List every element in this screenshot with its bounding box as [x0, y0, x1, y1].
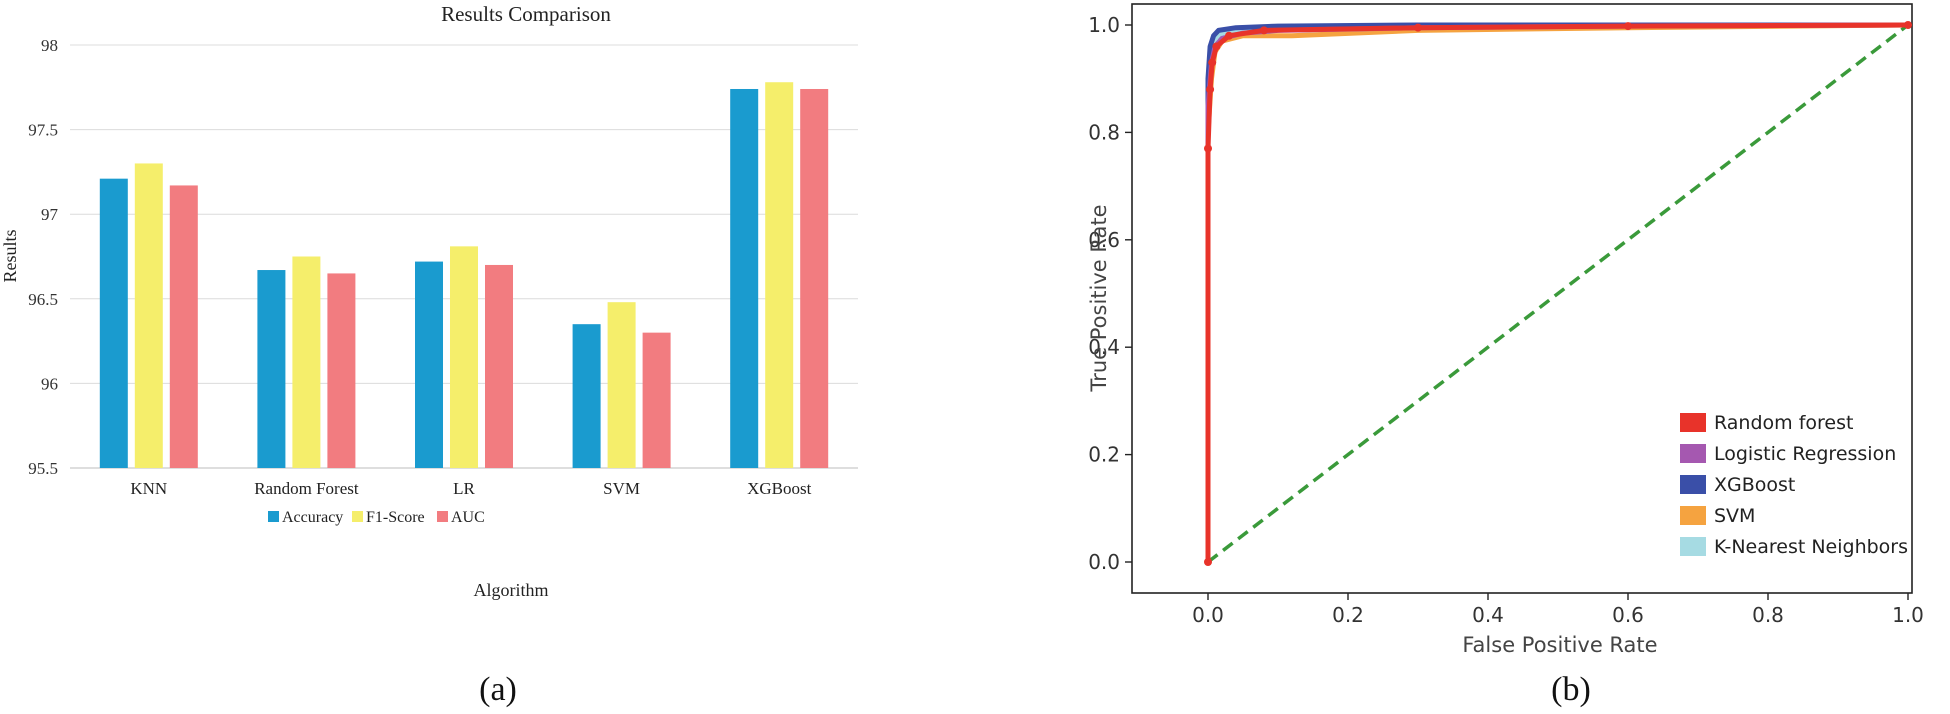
- roc-point-random-forest: [1212, 42, 1221, 51]
- x-tick-label: 0.0: [1192, 603, 1224, 627]
- roc-curve-random-forest: [1205, 22, 1911, 565]
- y-tick-label: 95.5: [28, 459, 58, 478]
- bar-knn-accuracy: [99, 178, 128, 468]
- roc-legend-label-logistic-regression: Logistic Regression: [1714, 443, 1896, 465]
- x-tick-label: 0.4: [1472, 603, 1504, 627]
- roc-legend-label-k-nearest-neighbors: K-Nearest Neighbors: [1714, 536, 1908, 558]
- y-tick-label: 97: [41, 205, 59, 224]
- roc-chart-panel: 0.0 0.2 0.4 0.6 0.8 1.0 0.0 0.2 0.4 0.6 0.8 1.0 Ra…: [1087, 3, 1924, 708]
- roc-legend-swatch-svm: [1680, 506, 1706, 525]
- bar-random-forest-auc: [327, 273, 356, 468]
- x-tick-label-random-forest: Random Forest: [254, 479, 359, 498]
- x-tick-label: 1.0: [1892, 603, 1924, 627]
- roc-legend-swatch-xgboost: [1680, 475, 1706, 494]
- bar-chart-x-ticks: KNN Random Forest LR SVM XGBoost: [130, 479, 811, 498]
- bar-random-forest-accuracy: [257, 270, 286, 468]
- x-tick-label-xgboost: XGBoost: [747, 479, 812, 498]
- roc-legend-swatch-logistic-regression: [1680, 444, 1706, 463]
- bar-knn-f1-score: [134, 163, 163, 468]
- roc-curves: [1204, 21, 1912, 566]
- x-tick-label: 0.8: [1752, 603, 1784, 627]
- roc-point-random-forest: [1225, 31, 1233, 40]
- bar-random-forest-f1-score: [292, 256, 321, 468]
- bar-chart-y-ticks: 95.5 96 96.5 97 97.5 98: [28, 36, 58, 478]
- bar-svm-accuracy: [572, 324, 601, 468]
- bar-chart-legend: Accuracy F1-Score AUC: [268, 509, 485, 526]
- bar-lr-f1-score: [450, 246, 478, 468]
- roc-plot-frame: [1131, 3, 1913, 594]
- bar-chart-x-axis-label: Algorithm: [474, 580, 549, 600]
- y-tick-label: 0.2: [1088, 443, 1120, 467]
- roc-legend-label-svm: SVM: [1714, 505, 1755, 527]
- y-tick-label: 96.5: [28, 290, 58, 309]
- roc-point-random-forest: [1204, 144, 1212, 153]
- y-tick-label: 0.0: [1088, 550, 1120, 574]
- x-tick-label: 0.6: [1612, 603, 1644, 627]
- x-tick-label-knn: KNN: [130, 479, 167, 498]
- bar-chart-panel: Results Comparison 95.5 96 96.5 97 97.5 98 KN…: [0, 2, 858, 708]
- y-tick-label: 0.6: [1088, 228, 1120, 252]
- roc-point-random-forest: [1624, 22, 1632, 31]
- panel-label-b: (b): [1551, 671, 1591, 708]
- roc-point-random-forest: [1260, 26, 1268, 35]
- x-tick-label-svm: SVM: [603, 479, 640, 498]
- y-tick-label: 1.0: [1088, 13, 1120, 37]
- bar-svm-auc: [642, 332, 671, 468]
- roc-legend-label-xgboost: XGBoost: [1714, 474, 1795, 496]
- roc-y-axis-label: True Positive Rate: [1087, 204, 1111, 392]
- bar-lr-accuracy: [415, 261, 443, 468]
- y-tick-label: 0.8: [1088, 120, 1120, 144]
- roc-point-random-forest: [1206, 85, 1215, 94]
- roc-point-random-forest: [1208, 58, 1217, 67]
- legend-label-f1-score: F1-Score: [366, 509, 425, 526]
- roc-legend-swatch-k-nearest-neighbors: [1680, 537, 1706, 556]
- reference-diagonal-line: [1206, 23, 1910, 564]
- y-tick-label: 97.5: [28, 121, 58, 140]
- bar-chart-bars: [99, 82, 829, 468]
- legend-swatch-f1-score: [352, 511, 363, 522]
- legend-swatch-accuracy: [268, 511, 279, 522]
- legend-swatch-auc: [437, 511, 448, 522]
- y-tick-label: 96: [41, 374, 58, 393]
- roc-legend: Random forest Logistic Regression XGBoost S…: [1680, 412, 1908, 558]
- roc-point-random-forest: [1414, 23, 1422, 32]
- roc-reference-line: [1206, 23, 1910, 564]
- y-tick-label: 98: [41, 36, 58, 55]
- bar-chart-title: Results Comparison: [441, 2, 611, 26]
- roc-legend-label-random-forest: Random forest: [1714, 412, 1853, 434]
- roc-x-ticks: 0.0 0.2 0.4 0.6 0.8 1.0: [1192, 593, 1924, 627]
- bar-xgboost-f1-score: [765, 82, 794, 468]
- roc-y-ticks: 0.0 0.2 0.4 0.6 0.8 1.0: [1088, 13, 1132, 574]
- y-tick-label: 0.4: [1088, 335, 1120, 359]
- x-tick-label-lr: LR: [453, 479, 475, 498]
- bar-svm-f1-score: [607, 302, 636, 468]
- bar-lr-auc: [485, 264, 513, 468]
- bar-knn-auc: [169, 185, 198, 468]
- bar-xgboost-auc: [800, 88, 829, 468]
- roc-point-random-forest: [1904, 21, 1912, 29]
- bar-xgboost-accuracy: [730, 88, 759, 468]
- x-tick-label: 0.2: [1332, 603, 1364, 627]
- roc-x-axis-label: False Positive Rate: [1462, 633, 1657, 657]
- roc-legend-swatch-random-forest: [1680, 413, 1706, 432]
- panel-label-a: (a): [479, 671, 517, 708]
- bar-chart-y-axis-label: Results: [0, 229, 20, 282]
- legend-label-accuracy: Accuracy: [282, 509, 343, 526]
- legend-label-auc: AUC: [451, 509, 485, 526]
- roc-point-random-forest: [1204, 558, 1212, 566]
